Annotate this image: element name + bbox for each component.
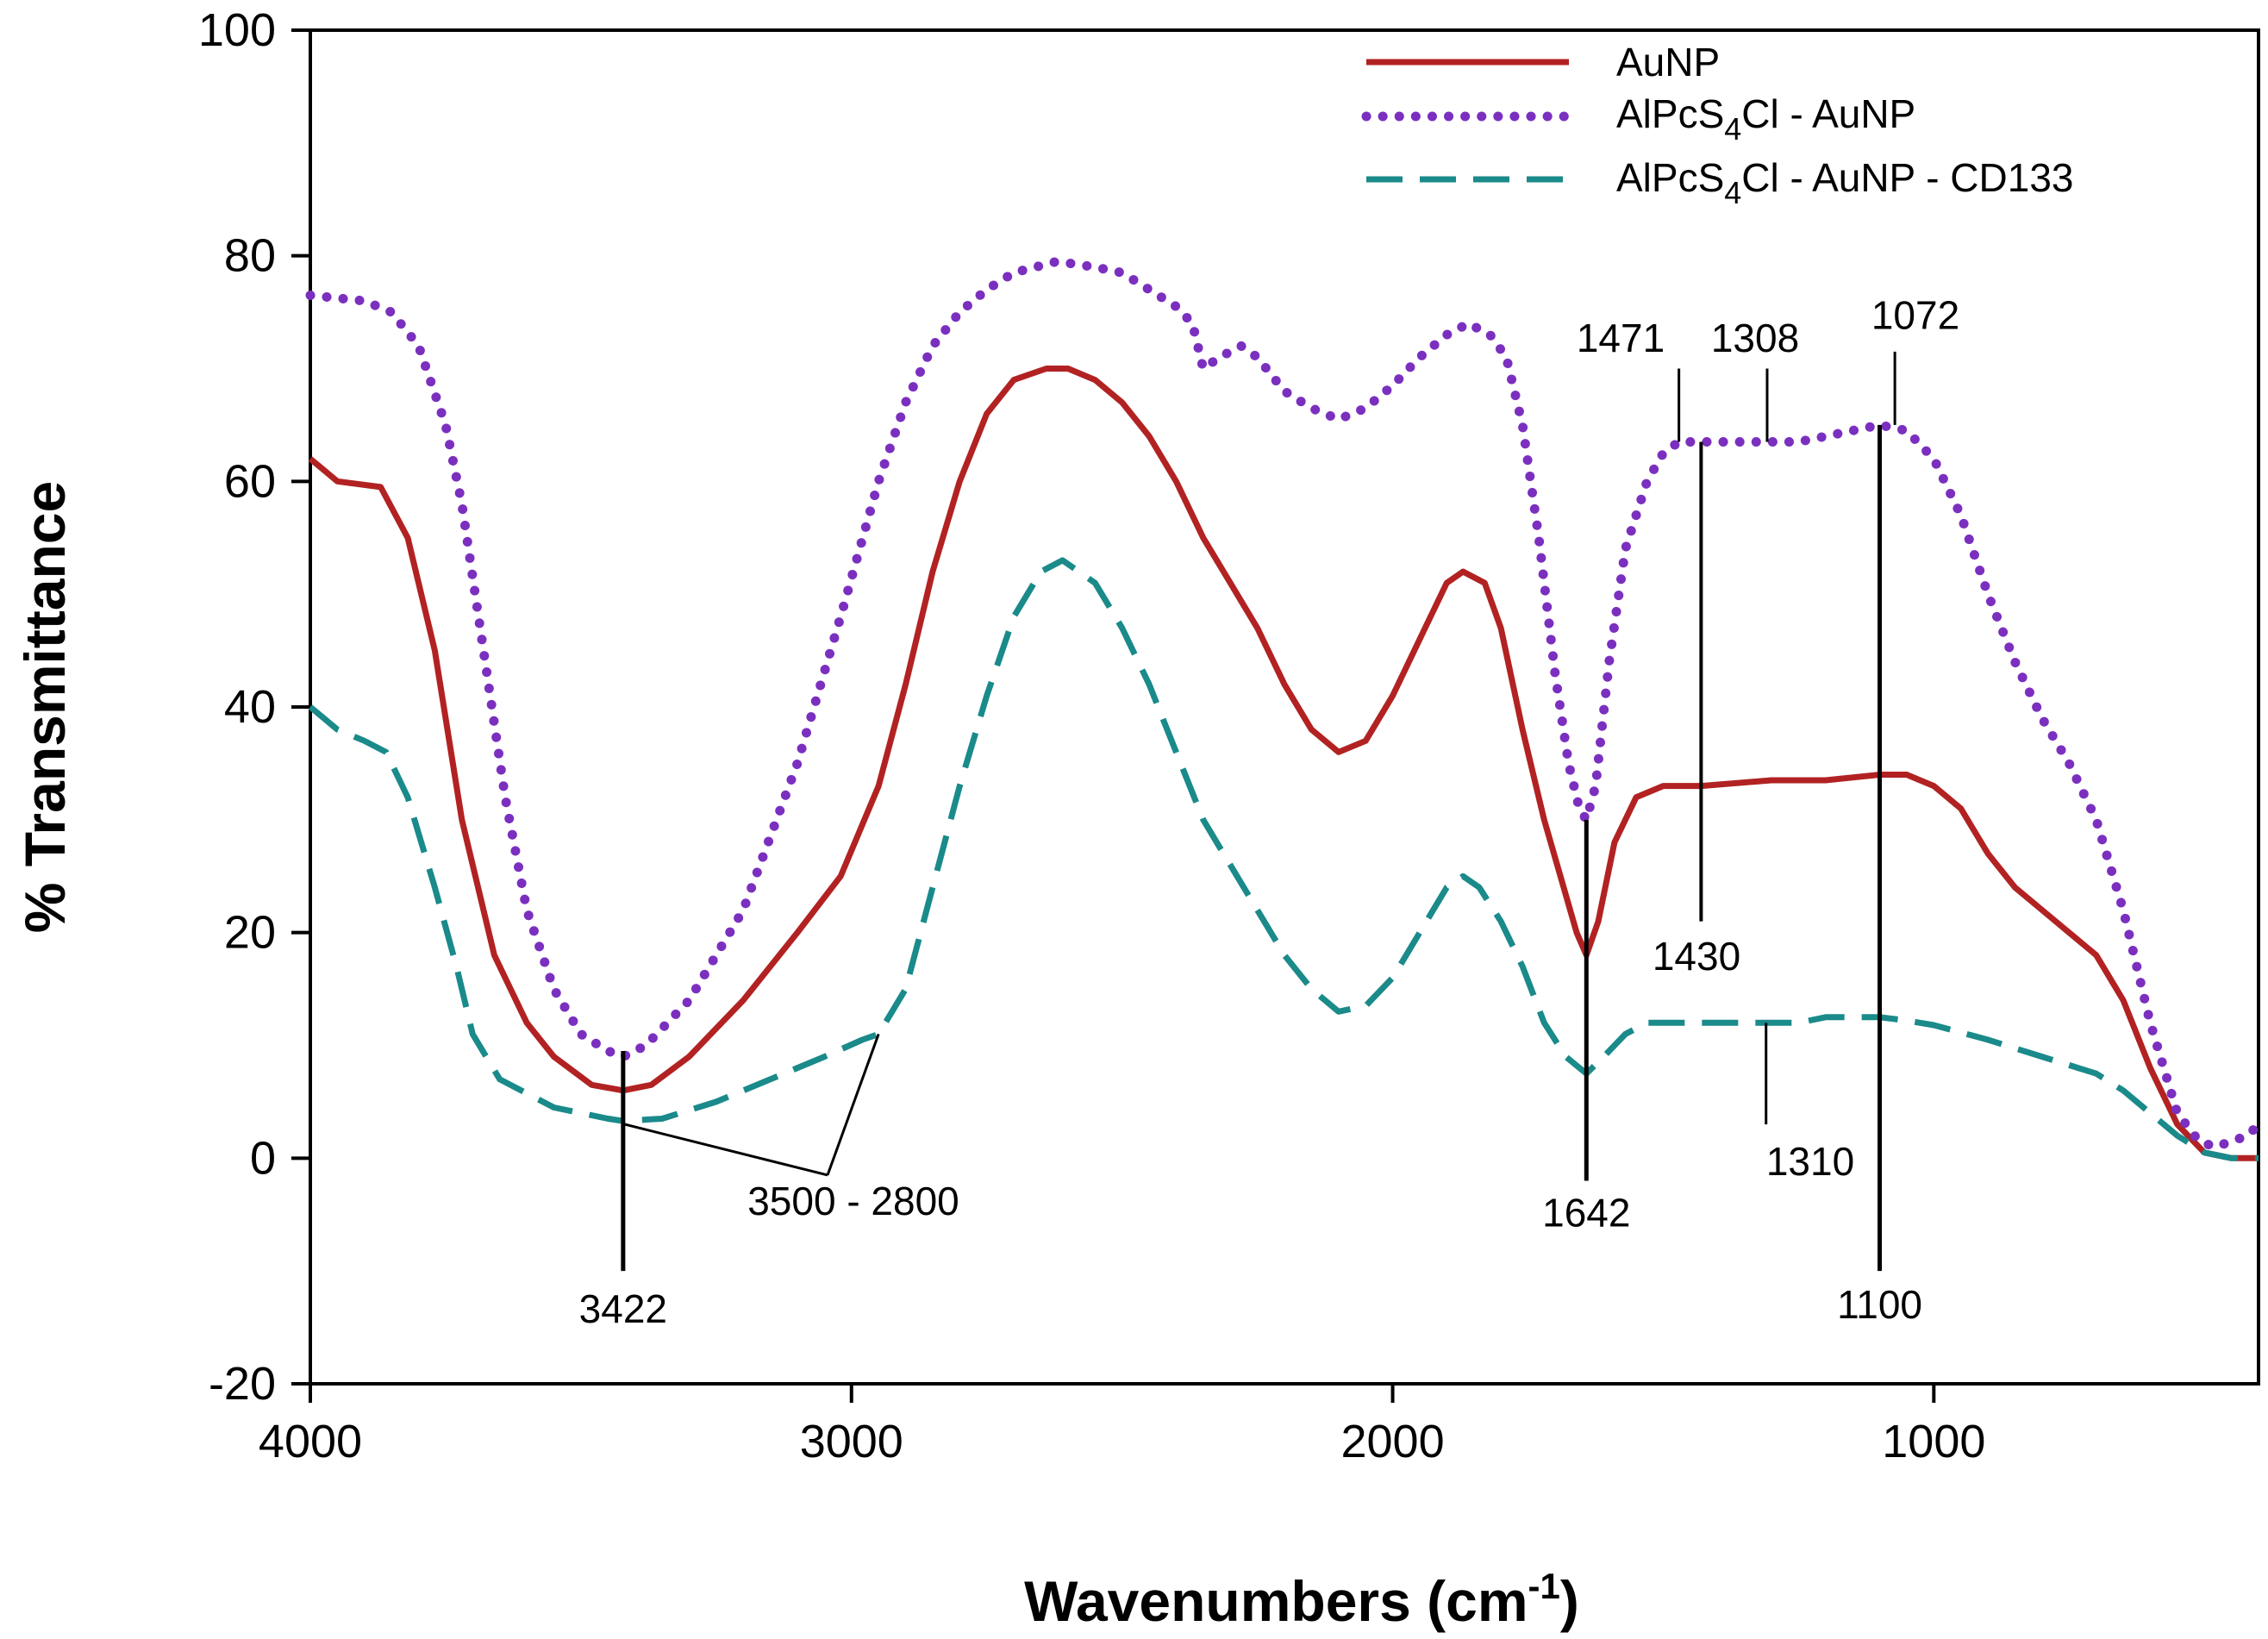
legend: AuNP AlPcS4Cl - AuNP AlPcS4Cl - AuNP - C…: [1361, 40, 2073, 210]
series-alpcs4cl-aunp-line: [305, 256, 2264, 1152]
x-tick-label-3000: 3000: [800, 1416, 903, 1467]
legend-label-alpcs4cl-aunp-sub: 4: [1724, 111, 1741, 147]
x-tick-label-1000: 1000: [1882, 1416, 1985, 1467]
annotation-label-1310: 1310: [1766, 1139, 1854, 1184]
series-aunp-line: [308, 366, 2259, 1161]
annotation-label-3422: 3422: [579, 1286, 667, 1331]
x-tick-label-2000: 2000: [1340, 1416, 1444, 1467]
annotation-label-1072: 1072: [1871, 293, 1959, 338]
legend-label-alpcs4cl-aunp-part2: Cl - AuNP: [1741, 91, 1915, 136]
x-axis-title: Wavenumbers (cm-1): [1024, 1566, 1579, 1633]
y-tick-label-80: 80: [224, 230, 276, 282]
annotation-label-1308: 1308: [1711, 316, 1799, 360]
annotation-label-1471: 1471: [1577, 316, 1665, 360]
y-tick-label-100: 100: [198, 4, 276, 56]
legend-label-alpcs4cl-aunp-cd133-sub: 4: [1724, 175, 1741, 210]
annotation-label-1430: 1430: [1653, 934, 1740, 979]
x-axis-title-sup: -1: [1528, 1566, 1560, 1606]
x-axis-title-main: Wavenumbers (cm: [1024, 1569, 1528, 1633]
annotation-label-3500-2800: 3500 - 2800: [747, 1179, 959, 1223]
y-tick-label-40: 40: [224, 681, 276, 733]
series-layer: [305, 256, 2264, 1161]
x-tick-label-4000: 4000: [259, 1416, 362, 1467]
y-tick-label-20: 20: [224, 907, 276, 959]
legend-label-alpcs4cl-aunp-part1: AlPcS: [1616, 91, 1724, 136]
legend-label-alpcs4cl-aunp-cd133-part2: Cl - AuNP - CD133: [1741, 155, 2073, 200]
x-axis-ticks: 4000 3000 2000 1000: [259, 1384, 1985, 1467]
y-tick-label--20: -20: [209, 1358, 276, 1410]
annotation-layer: 3422 3500 - 2800 1642 1471 1308 1430 1072 1100 1…: [579, 293, 1959, 1331]
x-axis-title-end: ): [1560, 1569, 1579, 1633]
legend-label-alpcs4cl-aunp-cd133-part1: AlPcS: [1616, 155, 1724, 200]
y-axis-ticks: 100 80 60 40 20 0 -20: [198, 4, 310, 1410]
plot-frame: [309, 28, 2260, 1386]
legend-label-alpcs4cl-aunp-cd133: AlPcS4Cl - AuNP - CD133: [1616, 155, 2073, 210]
legend-label-auNP: AuNP: [1616, 40, 1720, 84]
series-alpcs4cl-aunp-cd133-line: [308, 557, 2259, 1161]
y-tick-label-60: 60: [224, 455, 276, 507]
annotation-label-1100: 1100: [1837, 1282, 1922, 1327]
y-axis-title: % Transmittance: [13, 481, 77, 934]
legend-label-alpcs4cl-aunp: AlPcS4Cl - AuNP: [1616, 91, 1915, 147]
annotation-line-3500-2800-right: [826, 1033, 880, 1176]
annotation-line-3500-2800-left: [624, 1123, 828, 1177]
annotation-label-1642: 1642: [1542, 1191, 1630, 1236]
y-tick-label-0: 0: [250, 1132, 276, 1184]
